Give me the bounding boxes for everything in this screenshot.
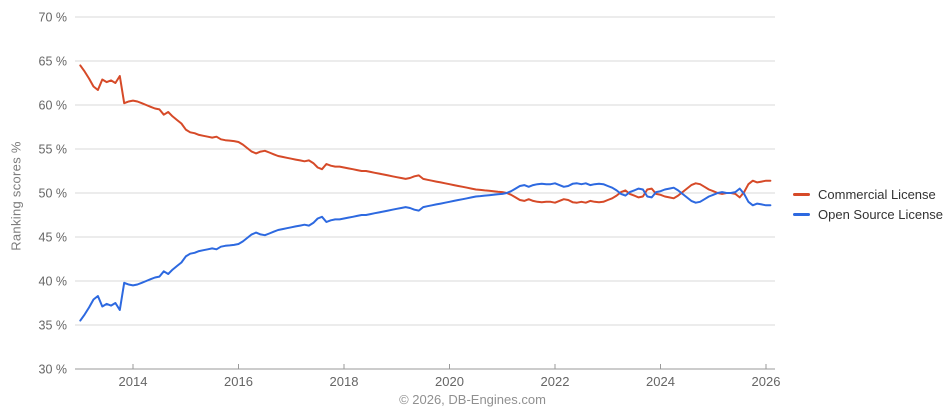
- x-tick-label: 2026: [752, 374, 781, 389]
- y-tick-label: 50 %: [39, 187, 68, 201]
- y-tick-label: 30 %: [39, 363, 68, 377]
- x-tick-label: 2018: [330, 374, 359, 389]
- y-tick-label: 70 %: [39, 11, 68, 25]
- legend-label-open-source-license: Open Source License: [818, 206, 944, 222]
- commercial-license-swatch: [793, 192, 810, 196]
- legend-item-commercial-license[interactable]: Commercial License: [793, 184, 943, 204]
- copyright-footer: © 2026, DB-Engines.com: [399, 392, 546, 407]
- y-tick-label: 65 %: [39, 55, 68, 69]
- x-tick-label: 2024: [646, 374, 675, 389]
- open-source-license-swatch: [793, 212, 810, 216]
- legend-label-commercial-license: Commercial License: [818, 186, 936, 202]
- y-tick-label: 55 %: [39, 143, 68, 157]
- x-tick-label: 2014: [119, 374, 148, 389]
- y-tick-label: 35 %: [39, 319, 68, 333]
- y-tick-label: 45 %: [39, 231, 68, 245]
- y-axis-title: Ranking scores %: [8, 141, 24, 251]
- open-source-license-line: [79, 182, 772, 322]
- y-tick-label: 60 %: [39, 99, 68, 113]
- commercial-license-line: [79, 64, 772, 204]
- y-tick-label: 40 %: [39, 275, 68, 289]
- x-tick-label: 2022: [541, 374, 570, 389]
- x-tick-label: 2016: [224, 374, 253, 389]
- x-tick-label: 2020: [435, 374, 464, 389]
- chart-legend: Commercial License Open Source License: [793, 184, 943, 224]
- legend-item-open-source-license[interactable]: Open Source License: [793, 204, 943, 224]
